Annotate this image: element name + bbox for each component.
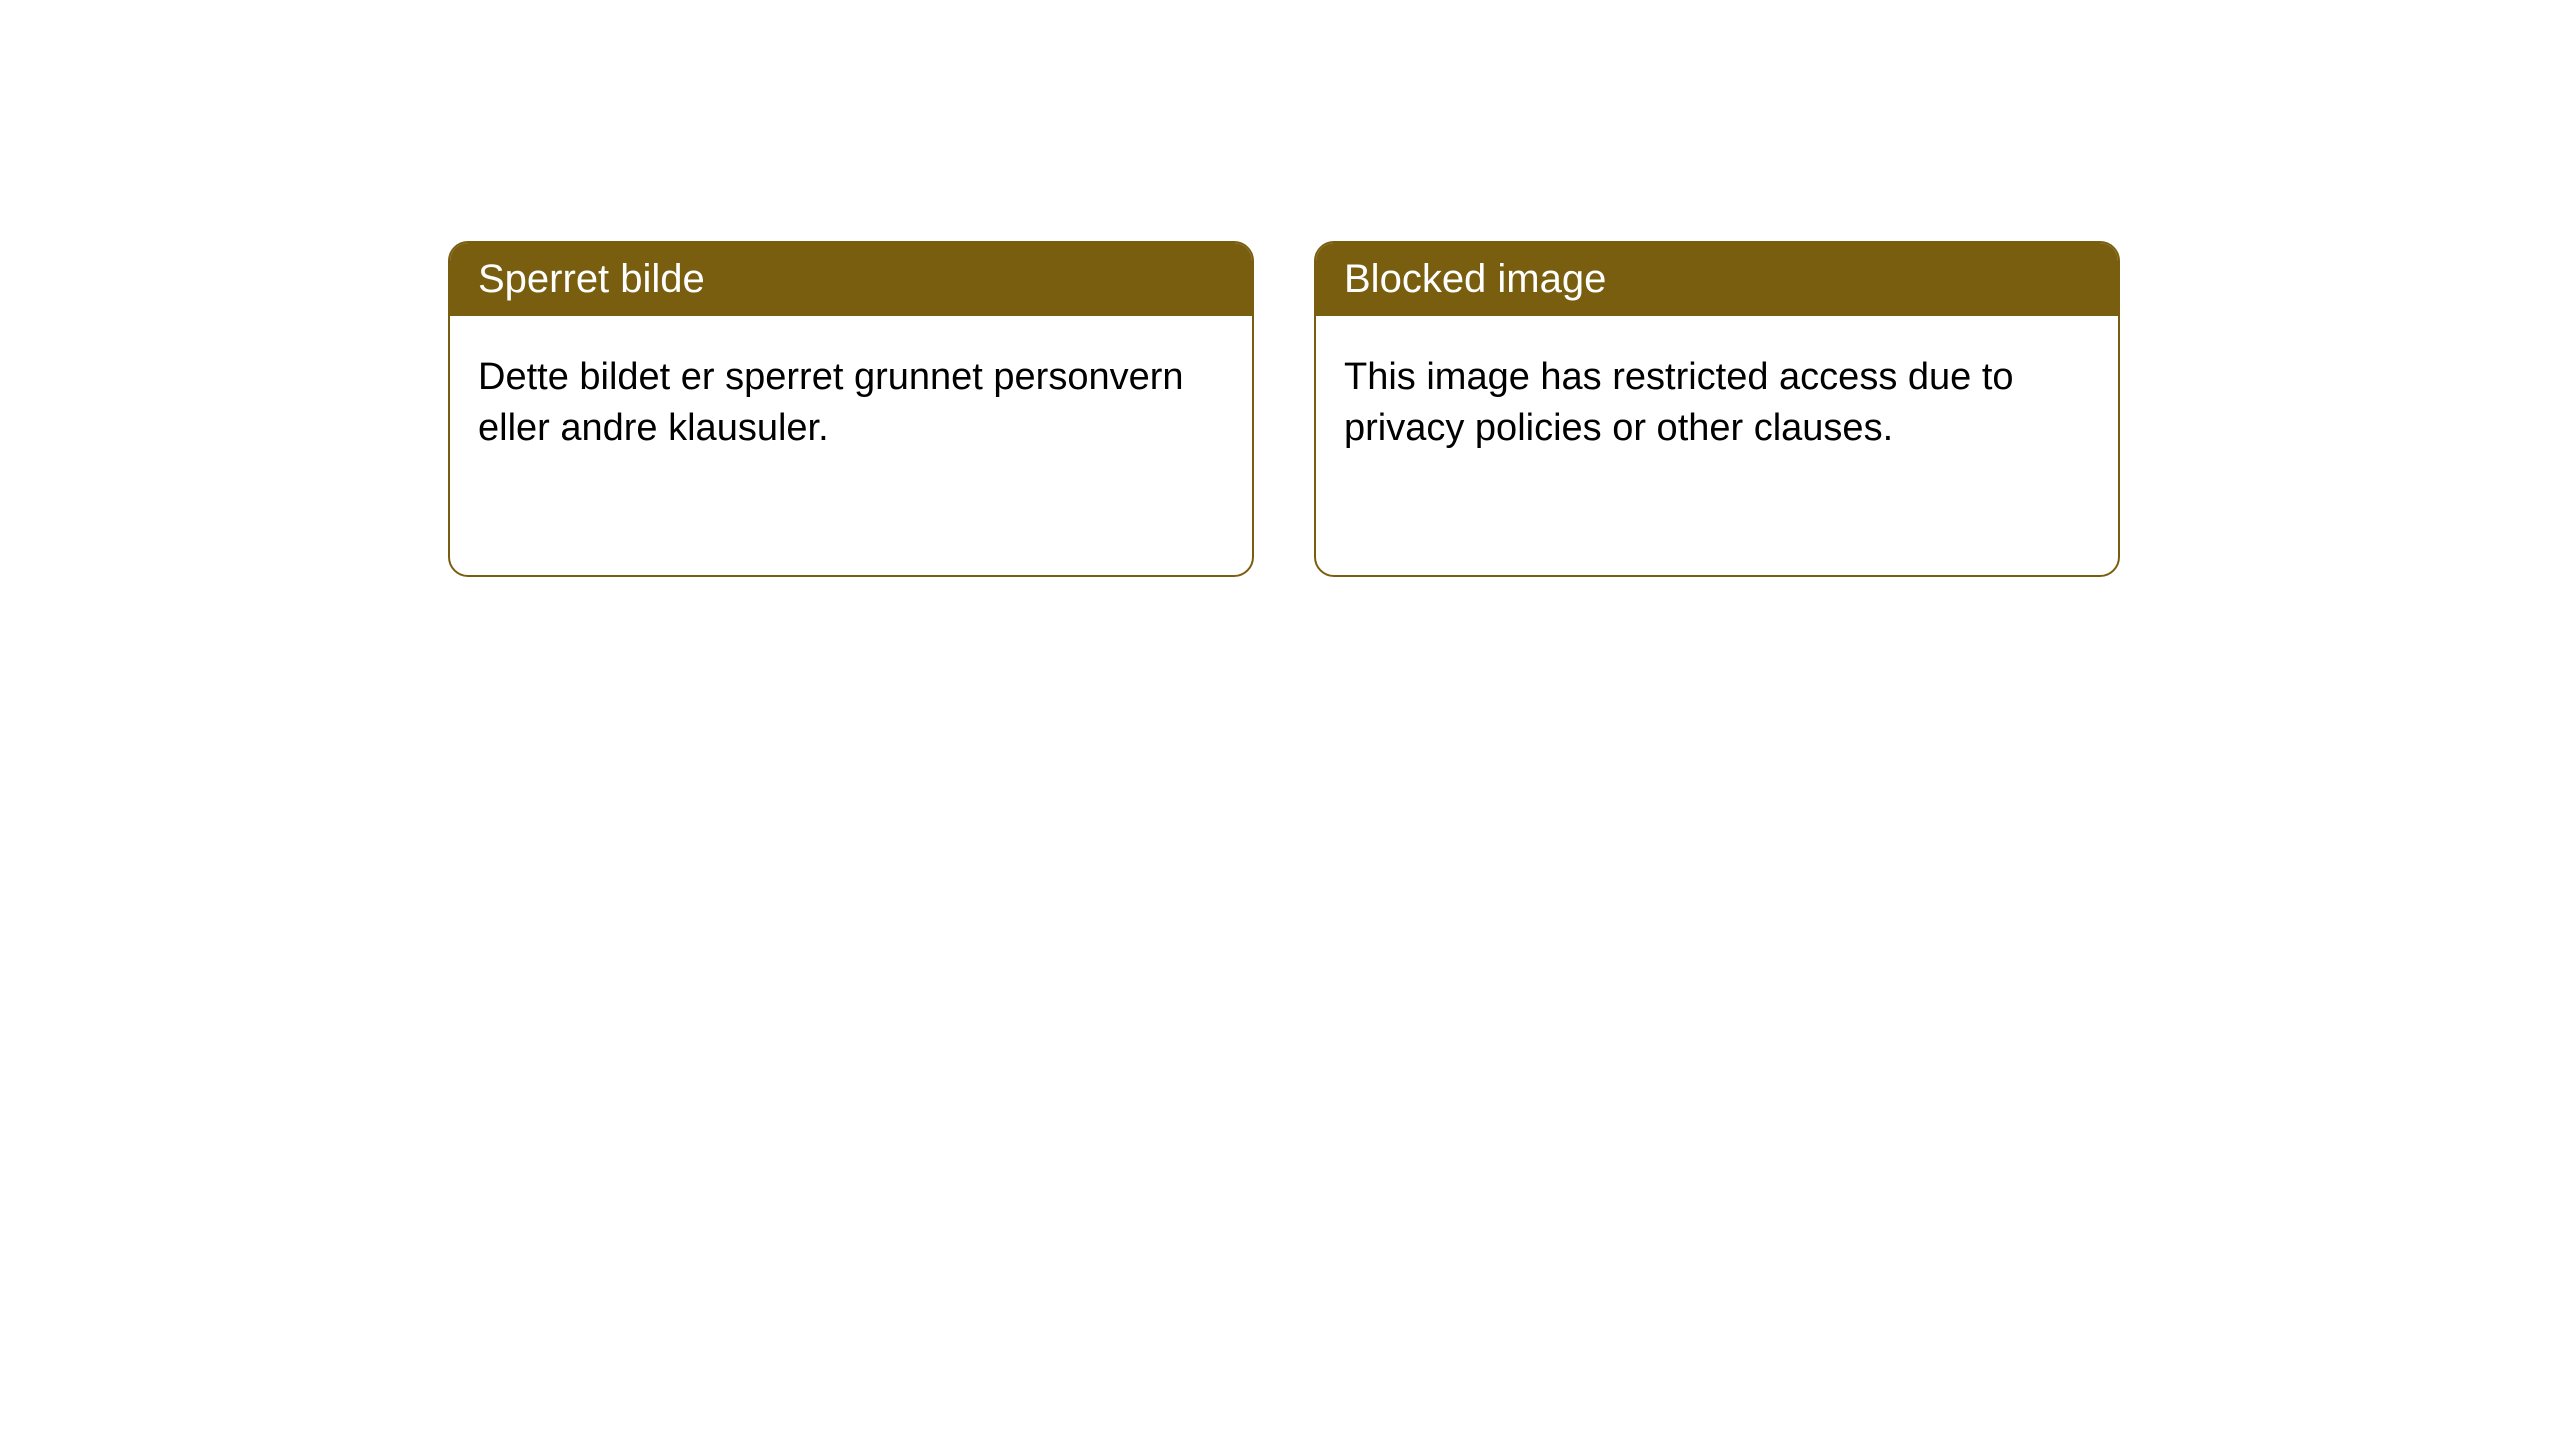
- notice-container: Sperret bilde Dette bildet er sperret gr…: [0, 0, 2560, 577]
- card-body-text: Dette bildet er sperret grunnet personve…: [478, 356, 1184, 449]
- blocked-image-card-en: Blocked image This image has restricted …: [1314, 241, 2120, 577]
- card-body-text: This image has restricted access due to …: [1344, 356, 2014, 449]
- card-body: This image has restricted access due to …: [1316, 316, 2118, 491]
- blocked-image-card-no: Sperret bilde Dette bildet er sperret gr…: [448, 241, 1254, 577]
- card-header: Sperret bilde: [450, 243, 1252, 316]
- card-body: Dette bildet er sperret grunnet personve…: [450, 316, 1252, 491]
- card-title: Sperret bilde: [478, 257, 705, 301]
- card-header: Blocked image: [1316, 243, 2118, 316]
- card-title: Blocked image: [1344, 257, 1606, 301]
